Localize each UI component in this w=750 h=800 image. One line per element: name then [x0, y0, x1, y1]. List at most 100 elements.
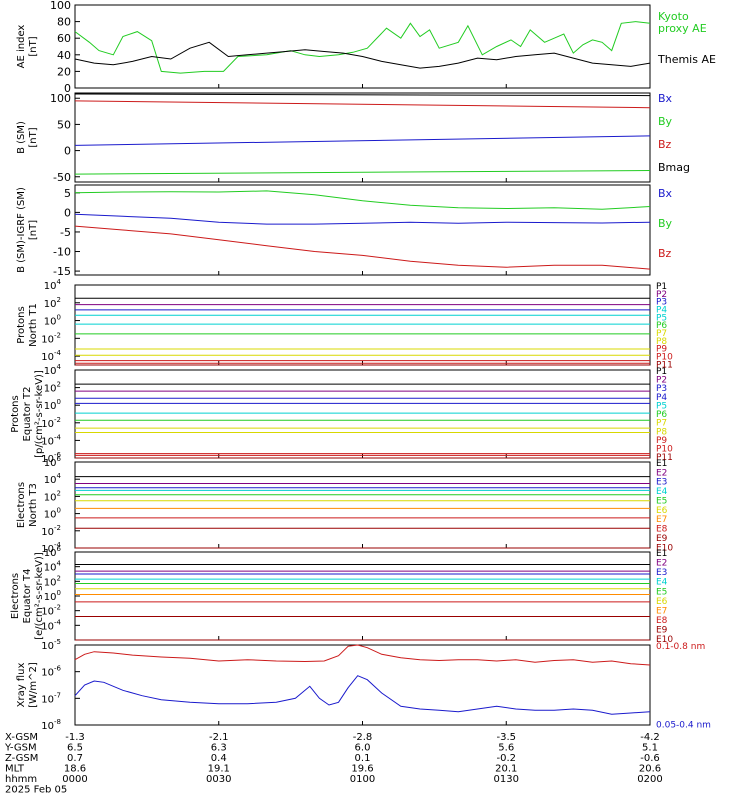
- y-tick-label: 104: [44, 363, 62, 377]
- y-tick-label: 106: [44, 455, 62, 469]
- series-line-0-05-0-4-nm: [74, 675, 651, 715]
- y-axis-label: [nT]: [28, 220, 39, 240]
- legend-entry-p10: P10: [656, 353, 673, 363]
- legend-entry-p9: P9: [656, 436, 667, 446]
- x-row-label: Y-GSM: [4, 743, 37, 754]
- legend-entry-p4: P4: [656, 306, 667, 316]
- y-tick-label: 100: [44, 314, 61, 328]
- y-tick-label: 100: [44, 507, 61, 521]
- series-line-bz: [74, 225, 651, 270]
- x-row-value: -1.3: [65, 732, 85, 743]
- x-row-label: MLT: [5, 764, 25, 775]
- y-tick-label: 10-8: [41, 718, 61, 732]
- y-tick-label: -10: [53, 246, 71, 259]
- y-axis-label: Protons: [16, 306, 27, 343]
- legend-entry-e4: E4: [656, 487, 668, 497]
- legend-entry-e7: E7: [656, 515, 667, 525]
- date-label: 2025 Feb 05: [5, 785, 67, 796]
- y-axis-label: [W/m^2]: [28, 662, 39, 708]
- x-row-value: -2.1: [209, 732, 229, 743]
- x-row-value: 6.0: [355, 743, 371, 754]
- legend-entry-p2: P2: [656, 376, 667, 386]
- legend-entry-p9: P9: [656, 345, 667, 355]
- y-axis-label: [nT]: [28, 36, 39, 56]
- y-axis-label: Electrons: [16, 482, 27, 528]
- legend-entry-e5: E5: [656, 496, 667, 506]
- y-tick-label: 100: [50, 0, 71, 12]
- series-line-by: [74, 170, 651, 175]
- legend-entry-0.1-0.8 nm: 0.1-0.8 nm: [656, 642, 705, 652]
- y-tick-label: 5: [64, 187, 71, 200]
- legend-entry-p10: P10: [656, 445, 673, 455]
- series-line-bx: [74, 213, 651, 225]
- legend-entry-p11: P11: [656, 453, 673, 463]
- series-line-bx: [74, 135, 651, 146]
- series-line-bz: [74, 100, 651, 109]
- y-tick-label: 106: [44, 545, 62, 559]
- y-tick-label: 100: [50, 92, 71, 105]
- panel-frame: [74, 369, 651, 459]
- y-axis-label: Equator T4: [22, 569, 33, 624]
- panel-frame: [74, 284, 651, 366]
- y-axis-label: Equator T2: [22, 387, 33, 442]
- y-axis-label: Electrons: [10, 573, 21, 619]
- panel-frame: [74, 551, 651, 641]
- legend-entry-e9: E9: [656, 626, 668, 636]
- legend-entry-bx: Bx: [658, 187, 673, 200]
- panel-pn: 10-4 10-2 100 102 104 Protons North T1 P1P2P3P4…: [16, 278, 673, 370]
- legend-entry-p7: P7: [656, 419, 667, 429]
- legend-entry-p3: P3: [656, 384, 667, 394]
- x-row-value: -3.5: [496, 732, 516, 743]
- legend-entry-p5: P5: [656, 401, 667, 411]
- x-row-label: hhmm: [5, 774, 37, 785]
- legend-entry-p1: P1: [656, 282, 667, 292]
- x-row-value: 20.6: [639, 764, 661, 775]
- panel-frame: [74, 184, 651, 276]
- y-tick-label: 102: [44, 381, 61, 395]
- series-line-themis-ae: [74, 41, 651, 69]
- legend-entry-kyoto-proxy-ae: Kyoto: [658, 10, 689, 23]
- legend-entry-p1: P1: [656, 367, 667, 377]
- legend-entry-e8: E8: [656, 616, 668, 626]
- legend-entry-e1: E1: [656, 549, 667, 559]
- panel-bdiff: -15 -10 -5 0 5 B (SM)-IGRF (SM) [nT] Bx By Bz: [16, 184, 673, 278]
- x-row-value: 0030: [206, 774, 231, 785]
- x-row-value: 19.6: [351, 764, 373, 775]
- y-tick-label: 102: [44, 489, 61, 503]
- series-line-bmag: [74, 93, 651, 97]
- series-line-kyoto-proxy-ae: [74, 21, 651, 74]
- y-axis-label: [p/(cm²-s-sr-keV)]: [34, 370, 45, 458]
- legend-entry-p2: P2: [656, 290, 667, 300]
- y-tick-label: 10-2: [41, 331, 61, 345]
- y-axis-label: AE index: [16, 25, 27, 69]
- y-tick-label: -5: [60, 226, 71, 239]
- panel-xray: 10-8 10-7 10-6 10-5 Xray flux [W/m^2] 0.1-0.8 …: [16, 638, 711, 732]
- legend-entry-bmag: Bmag: [658, 161, 690, 174]
- x-row-label: X-GSM: [5, 732, 38, 743]
- legend-entry-p6: P6: [656, 321, 667, 331]
- y-tick-label: 104: [44, 472, 62, 486]
- x-row-value: 19.1: [208, 764, 230, 775]
- legend-entry-p3: P3: [656, 298, 667, 308]
- legend-entry-kyoto-proxy-ae: proxy AE: [658, 22, 707, 35]
- legend-entry-by: By: [658, 115, 673, 128]
- legend-entry-bz: Bz: [658, 138, 672, 151]
- y-tick-label: 50: [57, 118, 71, 131]
- y-axis-label: Protons: [10, 395, 21, 432]
- y-tick-label: -50: [53, 171, 71, 184]
- y-tick-label: 10-7: [41, 691, 61, 705]
- legend-entry-e2: E2: [656, 468, 667, 478]
- y-axis-label: [e/(cm²-s-sr-keV)]: [34, 552, 45, 640]
- legend-entry-e8: E8: [656, 525, 668, 535]
- y-axis-label: North T3: [28, 483, 39, 527]
- legend-entry-e5: E5: [656, 587, 667, 597]
- series-line-0-1-0-8-nm: [74, 644, 651, 666]
- x-row-value: 6.5: [67, 743, 83, 754]
- legend-entry-bx: Bx: [658, 92, 673, 105]
- legend-entry-e10: E10: [656, 543, 673, 553]
- x-row-value: 5.1: [642, 743, 658, 754]
- x-row-value: 0.1: [355, 753, 371, 764]
